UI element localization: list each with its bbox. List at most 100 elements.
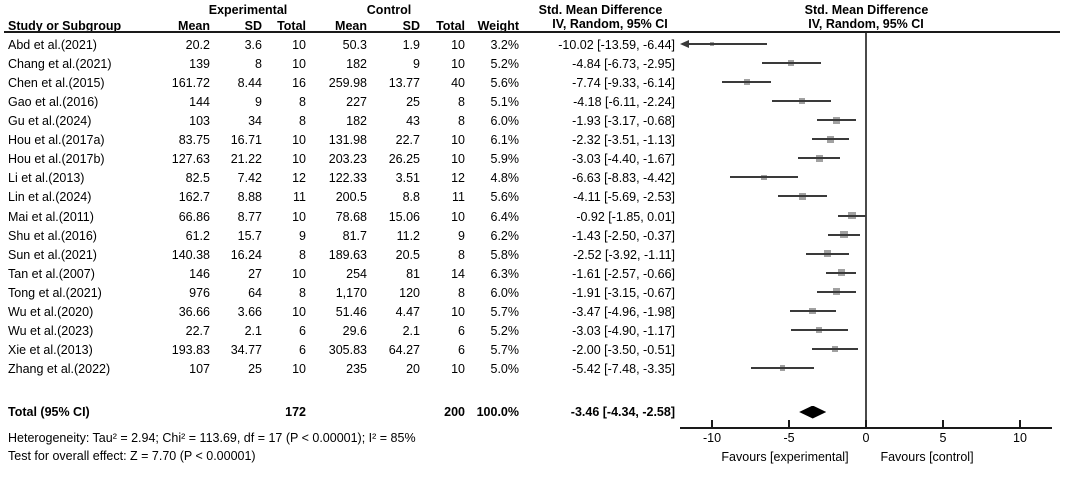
ctrl-total: 40 (451, 76, 465, 91)
exp-sd: 34 (248, 114, 262, 129)
exp-sd: 16.71 (230, 133, 262, 148)
exp-sd: 34.77 (230, 342, 262, 357)
exp-sd: 64 (248, 285, 262, 300)
confidence-interval-line (689, 43, 767, 45)
ctrl-sd: 2.1 (402, 323, 420, 338)
ctrl-sd: 4.47 (395, 304, 420, 319)
ci-value: -2.32 [-3.51, -1.13] (572, 133, 675, 148)
weight-value: 6.3% (490, 266, 520, 281)
ctrl-sd: 20.5 (395, 247, 420, 262)
weight-value: 4.8% (490, 171, 520, 186)
confidence-interval-line (805, 252, 849, 255)
exp-mean: 107 (189, 362, 210, 377)
ctrl-mean: 305.83 (328, 342, 367, 357)
ctrl-sd: 9 (413, 57, 420, 72)
ctrl-mean: 81.7 (342, 228, 367, 243)
exp-mean: 22.7 (185, 323, 210, 338)
weight-value: 6.1% (490, 133, 520, 148)
exp-total: 10 (292, 57, 306, 72)
study-row: Hou et al.(2017a) 83.75 16.71 10 131.98 22.7 1… (0, 131, 700, 150)
study-name: Mai et al.(2011) (8, 209, 94, 224)
exp-mean: 66.86 (178, 209, 210, 224)
ci-value: -1.93 [-3.17, -0.68] (572, 114, 675, 129)
ctrl-mean: 182 (346, 57, 367, 72)
ctrl-total: 10 (451, 152, 465, 167)
column-header-row: Study or Subgroup Mean SD Total Mean SD … (0, 17, 700, 36)
ctrl-total: 14 (451, 266, 465, 281)
ctrl-total: 6 (458, 323, 465, 338)
study-name: Zhang et al.(2022) (8, 362, 111, 377)
ctrl-mean: 50.3 (342, 38, 367, 52)
total-weight: 100.0% (476, 405, 519, 419)
ctrl-total: 10 (451, 57, 465, 72)
total-row: Total (95% CI) 172 200 100.0% -3.46 [-4.… (0, 403, 700, 422)
ctrl-sd-header: SD (402, 19, 420, 33)
exp-total: 10 (292, 266, 306, 281)
study-name: Xie et al.(2013) (8, 342, 93, 357)
smd-plot-column-title: Std. Mean Difference (804, 3, 929, 17)
ctrl-total: 10 (451, 362, 465, 377)
exp-sd: 27 (248, 266, 262, 281)
study-name: Wu et al.(2023) (8, 323, 94, 338)
axis-tick-label: 0 (862, 431, 870, 445)
ci-value: -0.92 [-1.85, 0.01] (576, 209, 675, 224)
exp-mean: 193.83 (171, 342, 210, 357)
ci-value: -1.43 [-2.50, -0.37] (572, 228, 675, 243)
study-row: Gu et al.(2024) 103 34 8 182 43 8 6.0% -1.93 [-3… (0, 112, 700, 131)
weight-value: 3.2% (490, 38, 520, 52)
study-row: Tong et al.(2021) 976 64 8 1,170 120 8 6.0% -1.9… (0, 284, 700, 303)
study-row: Lin et al.(2024) 162.7 8.88 11 200.5 8.8 11 5.6… (0, 188, 700, 207)
exp-sd-header: SD (244, 19, 262, 33)
weight-value: 5.6% (490, 190, 520, 205)
exp-total: 10 (292, 209, 306, 224)
ci-value: -3.03 [-4.90, -1.17] (572, 323, 675, 338)
study-name: Gao et al.(2016) (8, 95, 99, 110)
exp-total: 16 (292, 76, 306, 91)
total-label: Total (95% CI) (8, 405, 90, 419)
exp-sd: 7.42 (237, 171, 262, 186)
ctrl-mean: 259.98 (328, 76, 367, 91)
weight-value: 5.9% (490, 152, 520, 167)
ctrl-total: 8 (458, 285, 465, 300)
axis-tick (865, 420, 867, 428)
experimental-group-header: Experimental (208, 3, 288, 17)
ctrl-total: 10 (451, 133, 465, 148)
exp-mean: 20.2 (185, 38, 210, 52)
ctrl-sd: 13.77 (388, 76, 420, 91)
confidence-interval-line (812, 347, 859, 350)
ctrl-sd: 1.9 (402, 38, 420, 52)
ctrl-mean: 189.63 (328, 247, 367, 262)
ctrl-mean: 203.23 (328, 152, 367, 167)
study-row: Zhang et al.(2022) 107 25 10 235 20 10 5.0% -5.4… (0, 360, 700, 379)
study-row: Sun et al.(2021) 140.38 16.24 8 189.63 20.5 8 5… (0, 246, 700, 265)
confidence-interval-line (827, 233, 861, 236)
weight-value: 6.2% (490, 228, 520, 243)
ci-value: -1.91 [-3.15, -0.67] (572, 285, 675, 300)
confidence-interval-line (730, 176, 798, 179)
confidence-interval-line (789, 309, 836, 312)
control-group-header: Control (366, 3, 412, 17)
study-row: Tan et al.(2007) 146 27 10 254 81 14 6.3% -1.61 … (0, 265, 700, 284)
weight-value: 5.7% (490, 342, 520, 357)
exp-mean: 161.72 (171, 76, 210, 91)
ctrl-mean: 227 (346, 95, 367, 110)
study-column-header: Study or Subgroup (8, 19, 122, 33)
ci-value: -7.74 [-9.33, -6.14] (572, 76, 675, 91)
ctrl-total: 11 (452, 190, 465, 205)
exp-mean: 103 (189, 114, 210, 129)
study-name: Sun et al.(2021) (8, 247, 97, 262)
exp-total: 10 (292, 304, 306, 319)
exp-mean: 162.7 (178, 190, 210, 205)
study-name: Hou et al.(2017a) (8, 133, 105, 148)
exp-total: 10 (292, 133, 306, 148)
weight-value: 5.6% (490, 76, 520, 91)
exp-sd: 15.7 (237, 228, 262, 243)
pooled-effect-diamond (799, 405, 827, 419)
exp-total: 6 (299, 342, 306, 357)
exp-mean: 976 (189, 285, 210, 300)
ctrl-sd: 26.25 (388, 152, 420, 167)
ci-value: -4.11 [-5.69, -2.53] (573, 190, 675, 205)
weight-value: 6.4% (490, 209, 520, 224)
